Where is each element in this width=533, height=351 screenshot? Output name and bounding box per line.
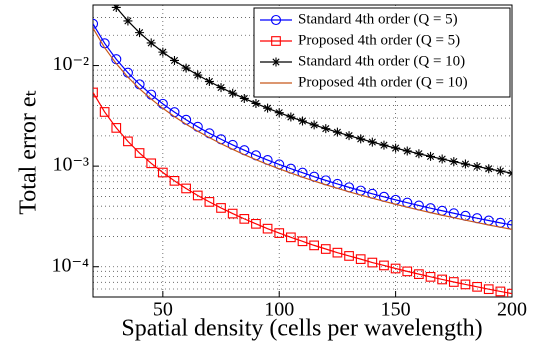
- marker: [460, 159, 470, 169]
- marker: [286, 232, 296, 243]
- marker: [356, 134, 366, 144]
- marker: [402, 266, 413, 277]
- marker: [251, 218, 261, 229]
- marker: [135, 28, 145, 38]
- marker: [507, 168, 512, 178]
- marker: [321, 124, 331, 134]
- x-axis-label: Spatial density (cells per wavelength): [121, 316, 482, 342]
- marker: [495, 286, 506, 297]
- marker: [134, 148, 145, 158]
- marker: [263, 103, 273, 113]
- marker: [216, 83, 226, 93]
- series-line: [93, 92, 512, 295]
- marker: [204, 77, 214, 87]
- marker: [239, 214, 250, 224]
- marker: [146, 38, 156, 48]
- marker: [309, 240, 319, 251]
- marker: [426, 151, 436, 161]
- marker: [274, 108, 284, 118]
- marker: [169, 55, 179, 65]
- marker: [495, 166, 505, 176]
- y-tick-label: 10⁻²: [52, 53, 89, 75]
- marker: [262, 223, 273, 234]
- legend-label: Proposed 4th order (Q = 10): [298, 74, 468, 90]
- marker: [507, 288, 512, 297]
- legend-marker: [270, 14, 282, 26]
- marker: [344, 251, 354, 261]
- legend-label: Standard 4th order (Q = 5): [298, 11, 458, 27]
- marker: [437, 274, 448, 285]
- series-line: [93, 27, 512, 230]
- marker: [146, 158, 157, 169]
- marker: [448, 277, 459, 287]
- x-tick-label: 150: [381, 299, 411, 321]
- marker: [449, 157, 459, 167]
- marker: [402, 146, 412, 156]
- y-tick-label: 10⁻⁴: [51, 254, 89, 276]
- marker: [123, 136, 133, 147]
- legend-marker: [271, 36, 281, 46]
- marker: [391, 143, 401, 153]
- marker: [228, 88, 238, 98]
- marker: [484, 164, 494, 174]
- marker: [157, 167, 168, 178]
- marker: [320, 244, 331, 254]
- marker: [298, 116, 307, 126]
- legend-label: Proposed 4th order (Q = 5): [298, 32, 460, 48]
- y-axis-label: Total error eₜ: [16, 89, 42, 214]
- marker: [332, 247, 343, 258]
- marker: [472, 281, 482, 292]
- marker: [181, 183, 191, 194]
- marker: [251, 98, 261, 108]
- marker: [344, 131, 354, 141]
- marker: [286, 112, 296, 122]
- legend-label: Standard 4th order (Q = 10): [298, 53, 465, 69]
- marker: [93, 18, 99, 29]
- marker: [111, 123, 122, 133]
- plot-area: [93, 5, 512, 297]
- marker: [483, 284, 494, 295]
- marker: [227, 208, 238, 219]
- series-line: [93, 23, 512, 226]
- legend-box: [253, 7, 511, 98]
- marker: [472, 161, 482, 171]
- marker: [414, 149, 424, 159]
- marker: [216, 203, 226, 213]
- marker: [274, 228, 285, 238]
- marker: [355, 254, 366, 264]
- marker: [460, 279, 471, 290]
- marker: [123, 16, 133, 26]
- marker: [158, 47, 168, 57]
- marker: [169, 176, 180, 186]
- x-tick-label: 100: [264, 299, 294, 321]
- marker: [379, 260, 389, 271]
- x-tick-label: 200: [497, 299, 527, 321]
- marker: [309, 120, 319, 130]
- plot-frame: [92, 4, 513, 298]
- legend-marker: [271, 57, 281, 67]
- marker: [390, 263, 401, 274]
- marker: [99, 107, 110, 117]
- marker: [111, 5, 121, 12]
- x-tick-label: 50: [153, 299, 173, 321]
- marker: [414, 269, 424, 279]
- marker: [437, 154, 447, 164]
- marker: [425, 272, 436, 282]
- marker: [367, 257, 378, 268]
- marker: [192, 190, 203, 201]
- marker: [367, 137, 377, 147]
- marker: [193, 70, 203, 80]
- y-tick-label: 10⁻³: [52, 154, 89, 176]
- marker: [332, 127, 342, 137]
- marker: [181, 63, 191, 73]
- marker: [93, 87, 98, 98]
- marker: [204, 197, 215, 207]
- marker: [379, 140, 389, 150]
- marker: [239, 93, 249, 103]
- marker: [297, 236, 308, 247]
- marker: [506, 219, 512, 231]
